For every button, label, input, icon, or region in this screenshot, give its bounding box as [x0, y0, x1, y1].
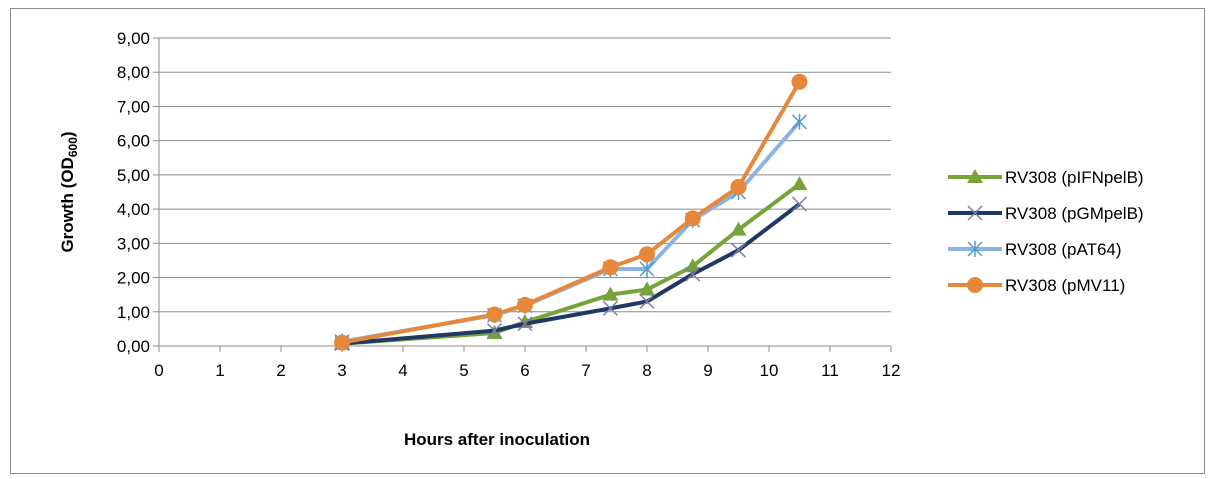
data-point: [791, 73, 808, 90]
data-point: [602, 300, 618, 316]
data-point: [486, 323, 503, 339]
x-tick-label: 0: [154, 361, 163, 380]
y-tick-label: 0,00: [117, 337, 150, 356]
series-0: [334, 176, 808, 350]
chart-frame: 0,00 1,00 2,00 3,00 4,00 5,00 6,00 7,00 8,00 9,00…: [10, 8, 1205, 474]
legend: RV308 (pIFNpelB) RV308 (pGMpelB) RV308 (pA…: [948, 168, 1144, 295]
y-tick-label: 1,00: [117, 303, 150, 322]
legend-item: RV308 (pAT64): [948, 240, 1122, 259]
data-point: [791, 196, 808, 212]
x-tick-label: 6: [520, 361, 529, 380]
data-point: [730, 178, 747, 195]
y-tick-labels: 0,00 1,00 2,00 3,00 4,00 5,00 6,00 7,00 8,00 9,00: [117, 29, 150, 356]
x-tick-label: 2: [276, 361, 285, 380]
y-tick-label: 5,00: [117, 166, 150, 185]
x-tick-label: 9: [703, 361, 712, 380]
y-tick-label: 2,00: [117, 269, 150, 288]
y-tick-label: 3,00: [117, 234, 150, 253]
data-point: [791, 113, 808, 130]
series-3: [334, 73, 808, 351]
y-tick-label: 8,00: [117, 63, 150, 82]
data-point: [639, 293, 655, 310]
data-point: [684, 258, 701, 273]
legend-swatch-marker: [967, 169, 983, 183]
series-line: [341, 202, 801, 346]
x-axis-title: Hours after inoculation: [404, 430, 590, 449]
data-point: [517, 296, 533, 313]
legend-label: RV308 (pIFNpelB): [1005, 168, 1144, 187]
axes: [153, 37, 892, 352]
y-tick-label: 6,00: [117, 132, 150, 151]
legend-label: RV308 (pGMpelB): [1005, 204, 1144, 223]
x-tick-labels: 0 1 2 3 4 5 6 7 8 9 10 11 12: [154, 361, 900, 380]
x-tick-label: 3: [337, 361, 346, 380]
series-1: [334, 196, 808, 352]
y-axis-title: Growth (OD600): [58, 131, 80, 252]
data-point: [517, 316, 533, 332]
x-tick-label: 1: [215, 361, 224, 380]
data-point: [730, 221, 747, 236]
x-tick-label: 8: [642, 361, 651, 380]
legend-item: RV308 (pGMpelB): [948, 204, 1144, 223]
series-line: [341, 182, 801, 346]
line-chart: 0,00 1,00 2,00 3,00 4,00 5,00 6,00 7,00 8,00 9,00…: [58, 29, 1144, 449]
data-series: [334, 73, 808, 352]
data-point: [602, 259, 619, 276]
x-tick-label: 5: [459, 361, 468, 380]
data-point: [730, 242, 747, 258]
x-tick-label: 4: [398, 361, 407, 380]
data-point: [791, 176, 808, 191]
y-tick-label: 9,00: [117, 29, 150, 48]
legend-swatch-marker: [967, 241, 983, 257]
data-point: [486, 306, 503, 323]
data-point: [639, 261, 655, 277]
data-point: [639, 246, 655, 263]
x-tick-label: 7: [581, 361, 590, 380]
legend-item: RV308 (pIFNpelB): [948, 168, 1144, 187]
legend-label: RV308 (pAT64): [1005, 240, 1122, 259]
data-point: [334, 334, 350, 351]
x-tick-label: 12: [882, 361, 901, 380]
gridlines: [159, 37, 891, 347]
y-tick-label: 4,00: [117, 200, 150, 219]
y-tick-label: 7,00: [117, 97, 150, 116]
legend-label: RV308 (pMV11): [1005, 276, 1125, 295]
x-tick-label: 10: [760, 361, 779, 380]
legend-swatch-marker: [967, 277, 983, 293]
data-point: [602, 286, 619, 301]
data-point: [685, 266, 701, 282]
series-line: [341, 80, 802, 345]
legend-item: RV308 (pMV11): [948, 276, 1125, 295]
x-tick-label: 11: [821, 361, 839, 380]
data-point: [639, 281, 655, 296]
data-point: [684, 210, 701, 227]
legend-swatch-marker: [967, 205, 983, 221]
